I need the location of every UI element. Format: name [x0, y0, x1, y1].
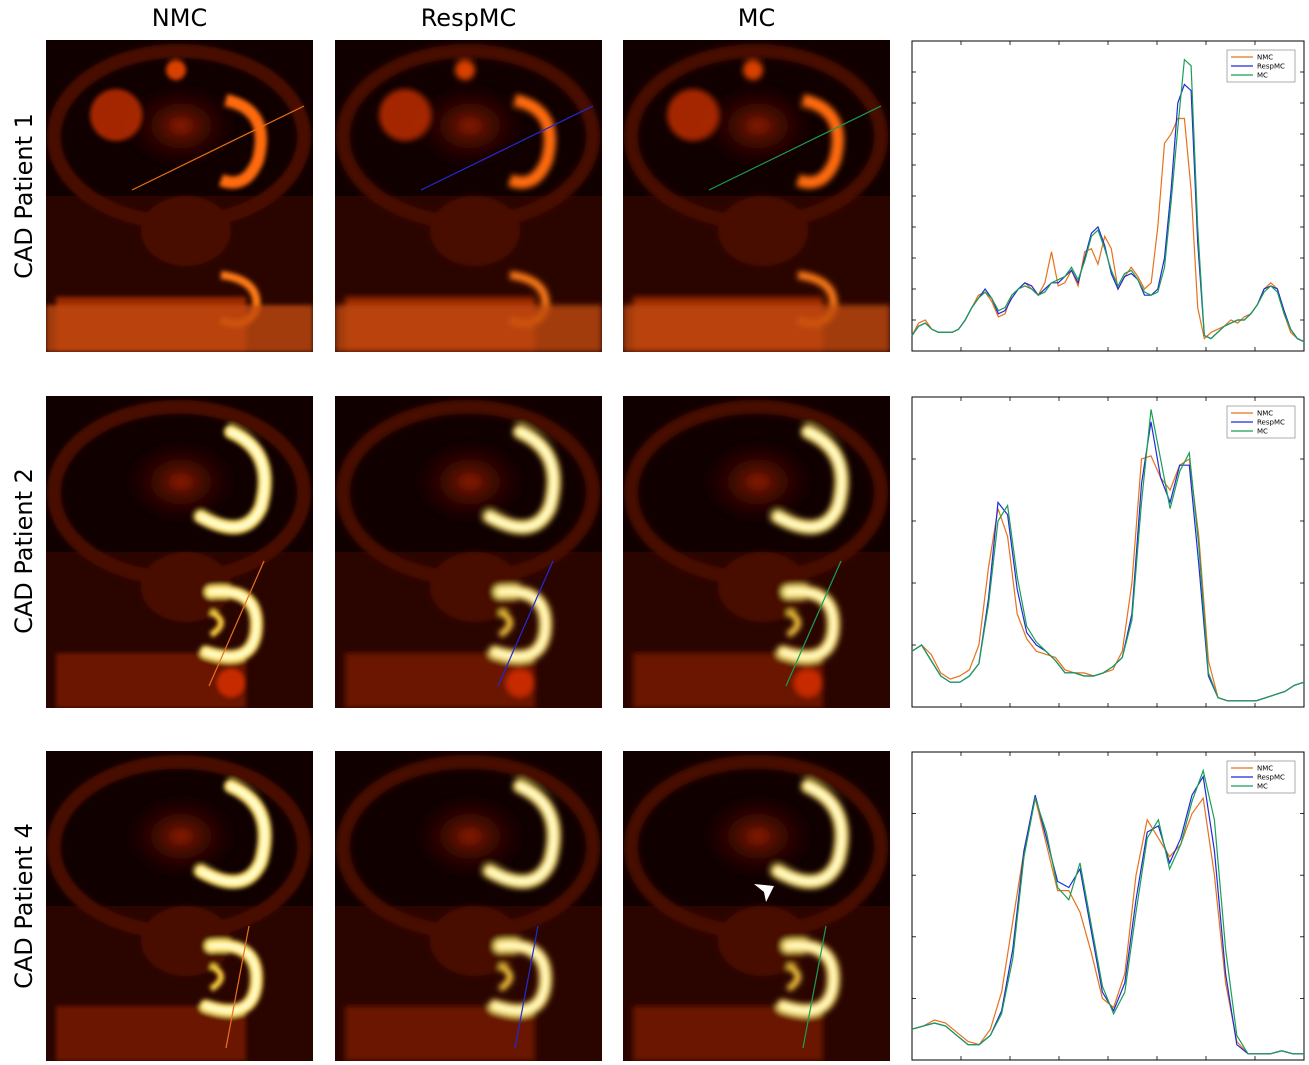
row-title-patient-1: CAD Patient 1 — [10, 113, 38, 279]
profile-line-nmc — [208, 560, 265, 687]
pet-image-panel-mc-patient-1 — [623, 40, 890, 352]
pet-image-panel-nmc-patient-4 — [46, 751, 313, 1061]
series-line-nmc — [911, 117, 1305, 343]
pet-image-panel-nmc-patient-1 — [46, 40, 313, 352]
profile-line-mc — [785, 560, 842, 687]
legend-label-respmc: RespMC — [1257, 63, 1285, 71]
legend-label-respmc: RespMC — [1257, 774, 1285, 782]
pet-image-panel-mc-patient-4 — [623, 751, 890, 1061]
legend-label-nmc: NMC — [1257, 410, 1273, 418]
column-title-nmc: NMC — [151, 4, 208, 32]
row-title-patient-2: CAD Patient 2 — [10, 468, 38, 634]
legend-label-nmc: NMC — [1257, 54, 1273, 62]
profile-line-mc — [802, 925, 827, 1049]
pet-image-panel-nmc-patient-2 — [46, 396, 313, 708]
legend-label-nmc: NMC — [1257, 765, 1273, 773]
plot-frame — [911, 751, 1305, 1061]
profile-plot-patient-2: NMC RespMC MC — [911, 396, 1305, 708]
series-line-mc — [911, 768, 1304, 1055]
profile-plot-patient-4: NMC RespMC MC — [911, 751, 1305, 1061]
row-title-patient-4: CAD Patient 4 — [10, 823, 38, 989]
arrowhead-icon — [752, 880, 776, 904]
profile-line-respmc — [420, 105, 594, 191]
plot-frame — [911, 396, 1305, 708]
series-line-mc — [911, 409, 1305, 702]
legend-label-mc: MC — [1257, 428, 1268, 436]
profile-line-mc — [708, 105, 882, 191]
profile-line-nmc — [225, 925, 250, 1049]
column-title-mc: MC — [737, 4, 776, 32]
pet-image-panel-mc-patient-2 — [623, 396, 890, 708]
profile-line-nmc — [131, 105, 305, 191]
profile-line-respmc — [497, 560, 554, 687]
pet-image-panel-respmc-patient-4 — [335, 751, 602, 1061]
profile-line-respmc — [514, 925, 539, 1049]
legend-label-mc: MC — [1257, 72, 1268, 80]
pet-image-panel-respmc-patient-2 — [335, 396, 602, 708]
legend-label-respmc: RespMC — [1257, 419, 1285, 427]
column-title-respmc: RespMC — [420, 4, 517, 32]
plot-frame — [911, 40, 1305, 352]
legend-label-mc: MC — [1257, 783, 1268, 791]
pet-image-panel-respmc-patient-1 — [335, 40, 602, 352]
profile-plot-patient-1: NMC RespMC MC — [911, 40, 1305, 352]
series-line-mc — [911, 58, 1305, 343]
